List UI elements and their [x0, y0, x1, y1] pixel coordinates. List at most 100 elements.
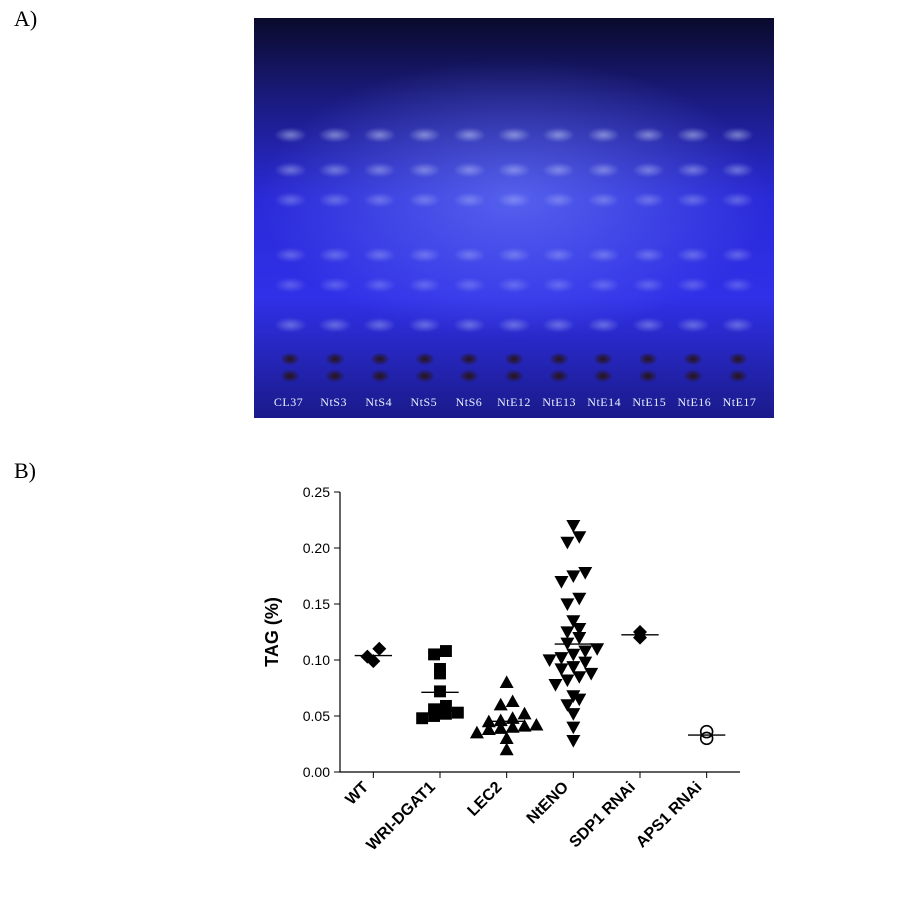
gel-band: [409, 318, 440, 332]
marker-triangle-up: [470, 726, 484, 739]
gel-band: [677, 128, 708, 142]
panel-b-label: B): [14, 458, 36, 484]
category-label: SDP1 RNAi: [566, 779, 638, 851]
gel-band: [633, 193, 664, 207]
gel-band: [454, 278, 485, 292]
marker-triangle-down: [578, 645, 592, 658]
gel-band: [498, 193, 529, 207]
gel-origin-dot: [460, 353, 478, 365]
marker-triangle-down: [572, 531, 586, 544]
gel-origin-dot: [684, 353, 702, 365]
gel-band: [454, 128, 485, 142]
marker-triangle-down: [560, 598, 574, 611]
ytick-label: 0.25: [303, 484, 330, 500]
gel-band: [588, 128, 619, 142]
gel-band: [722, 278, 753, 292]
gel-band: [364, 128, 395, 142]
marker-triangle-down: [578, 657, 592, 670]
marker-square: [440, 645, 452, 657]
marker-square: [434, 663, 446, 675]
gel-band: [454, 248, 485, 262]
gel-lane-label: NtE13: [537, 395, 582, 410]
gel-band: [588, 318, 619, 332]
marker-triangle-down: [566, 708, 580, 721]
gel-origin-dot: [684, 370, 702, 382]
gel-band: [364, 248, 395, 262]
marker-triangle-down: [560, 626, 574, 639]
gel-lane-label: CL37: [266, 395, 311, 410]
category-label: NtENO: [524, 779, 572, 827]
category-label: APS1 RNAi: [633, 779, 705, 851]
gel-origin-dot: [326, 370, 344, 382]
gel-origin-dot: [639, 353, 657, 365]
gel-origin-dot: [550, 353, 568, 365]
series: [470, 675, 543, 755]
marker-triangle-down: [554, 576, 568, 589]
marker-triangle-up: [518, 707, 532, 720]
panel-a-label: A): [14, 6, 37, 32]
gel-image: CL37NtS3NtS4NtS5NtS6NtE12NtE13NtE14NtE15…: [254, 18, 774, 418]
gel-origin-dot: [729, 370, 747, 382]
marker-triangle-down: [548, 679, 562, 692]
gel-band: [454, 318, 485, 332]
gel-band: [588, 278, 619, 292]
gel-origin-dot: [505, 370, 523, 382]
gel-origin-dot: [460, 370, 478, 382]
gel-band: [633, 128, 664, 142]
gel-band: [677, 248, 708, 262]
marker-triangle-up: [494, 698, 508, 711]
marker-triangle-up: [500, 743, 514, 756]
gel-band: [543, 318, 574, 332]
gel-band: [275, 163, 306, 177]
ytick-label: 0.15: [303, 596, 330, 612]
marker-triangle-down: [572, 593, 586, 606]
gel-origin-dot: [326, 353, 344, 365]
marker-triangle-up: [506, 694, 520, 707]
marker-triangle-down: [584, 668, 598, 681]
gel-lane-label: NtS3: [311, 395, 356, 410]
gel-band: [633, 318, 664, 332]
gel-band: [722, 193, 753, 207]
gel-band: [722, 318, 753, 332]
gel-band: [275, 318, 306, 332]
marker-triangle-down: [554, 652, 568, 665]
gel-band: [677, 318, 708, 332]
gel-band: [588, 248, 619, 262]
marker-triangle-down: [566, 722, 580, 735]
gel-band: [543, 248, 574, 262]
ytick-label: 0.20: [303, 540, 330, 556]
gel-band: [409, 248, 440, 262]
gel-band: [677, 193, 708, 207]
marker-triangle-down: [554, 663, 568, 676]
gel-band: [498, 248, 529, 262]
gel-lane-label: NtE15: [627, 395, 672, 410]
series: [416, 645, 464, 724]
y-axis-label: TAG (%): [262, 597, 282, 667]
gel-origin-dot: [594, 370, 612, 382]
marker-square: [452, 707, 464, 719]
gel-band: [543, 193, 574, 207]
series: [543, 520, 605, 748]
figure: A) CL37NtS3NtS4NtS5NtS6NtE12NtE13NtE14Nt…: [0, 0, 924, 903]
gel-lane-label: NtS4: [356, 395, 401, 410]
gel-origin-dot: [639, 370, 657, 382]
marker-square: [416, 712, 428, 724]
gel-lane-label: NtE17: [717, 395, 762, 410]
gel-band: [275, 278, 306, 292]
marker-triangle-down: [578, 567, 592, 580]
gel-band: [633, 278, 664, 292]
gel-band: [677, 278, 708, 292]
gel-band: [498, 318, 529, 332]
gel-band: [633, 163, 664, 177]
marker-triangle-up: [494, 713, 508, 726]
gel-band: [543, 163, 574, 177]
tag-scatter-chart: 0.000.050.100.150.200.25TAG (%)WTWRI-DGA…: [254, 478, 774, 888]
gel-band: [319, 163, 350, 177]
gel-band: [319, 128, 350, 142]
ytick-label: 0.10: [303, 652, 330, 668]
gel-band: [543, 278, 574, 292]
marker-square: [428, 648, 440, 660]
marker-triangle-up: [529, 718, 543, 731]
gel-origin-dot: [416, 353, 434, 365]
gel-origin-dot: [371, 370, 389, 382]
